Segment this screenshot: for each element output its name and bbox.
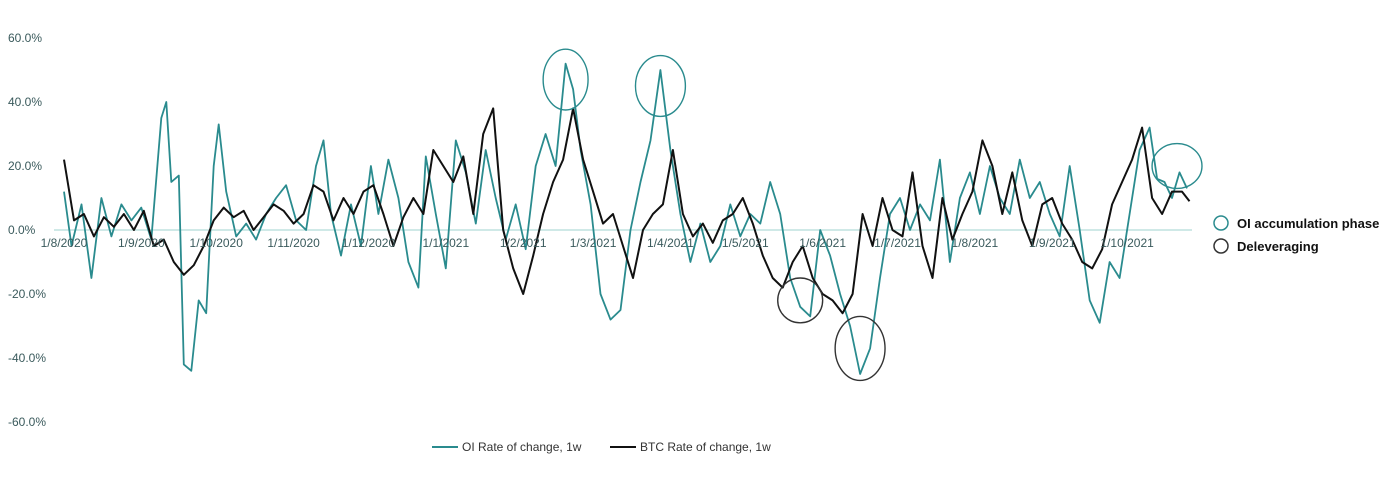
- x-axis-tick-labels: 1/8/2020 1/9/2020 1/10/2020 1/11/2020 1/12/2…: [41, 236, 1155, 250]
- x-tick-label: 1/4/2021: [647, 236, 694, 250]
- x-tick-label: 1/11/2020: [267, 236, 320, 250]
- series-layer: [63, 62, 1191, 375]
- phase-legend-label: Deleveraging: [1237, 239, 1319, 254]
- series-line-oi: [63, 62, 1188, 375]
- series-legend: OI Rate of change, 1w BTC Rate of change,…: [432, 440, 771, 454]
- x-tick-label: 1/9/2020: [118, 236, 165, 250]
- y-tick-label: 60.0%: [8, 31, 42, 45]
- x-tick-label: 1/5/2021: [722, 236, 769, 250]
- y-tick-label: 40.0%: [8, 95, 42, 109]
- series-legend-label: OI Rate of change, 1w: [462, 440, 582, 454]
- y-tick-label: -60.0%: [8, 415, 46, 429]
- deleveraging-ellipse: [834, 315, 886, 382]
- x-tick-label: 1/10/2020: [190, 236, 244, 250]
- accumulation-ellipse: [1151, 142, 1203, 190]
- x-tick-label: 1/7/2021: [874, 236, 921, 250]
- accumulation-ellipse: [542, 48, 589, 111]
- x-tick-label: 1/8/2021: [952, 236, 999, 250]
- annotation-layer: [542, 48, 1203, 382]
- x-tick-label: 1/9/2021: [1029, 236, 1076, 250]
- phase-legend-marker: [1213, 238, 1229, 254]
- y-tick-label: 0.0%: [8, 223, 36, 237]
- x-tick-label: 1/6/2021: [799, 236, 846, 250]
- x-tick-label: 1/1/2021: [422, 236, 469, 250]
- y-tick-label: 20.0%: [8, 159, 42, 173]
- y-tick-label: -20.0%: [8, 287, 46, 301]
- x-tick-label: 1/10/2021: [1100, 236, 1154, 250]
- deleveraging-ellipse: [777, 277, 824, 324]
- y-axis-tick-labels: 60.0% 40.0% 20.0% 0.0% -20.0% -40.0% -60.0%: [8, 31, 46, 429]
- series-legend-label: BTC Rate of change, 1w: [640, 440, 771, 454]
- y-tick-label: -40.0%: [8, 351, 46, 365]
- phase-legend-label: OI accumulation phase: [1237, 216, 1379, 231]
- x-tick-label: 1/12/2020: [342, 236, 396, 250]
- x-tick-label: 1/8/2020: [41, 236, 88, 250]
- series-line-btc: [63, 107, 1191, 315]
- x-tick-label: 1/2/2021: [500, 236, 547, 250]
- x-tick-label: 1/3/2021: [570, 236, 617, 250]
- accumulation-ellipse: [634, 54, 687, 118]
- phase-legend: OI accumulation phase Deleveraging: [1213, 215, 1379, 254]
- phase-legend-marker: [1213, 215, 1229, 231]
